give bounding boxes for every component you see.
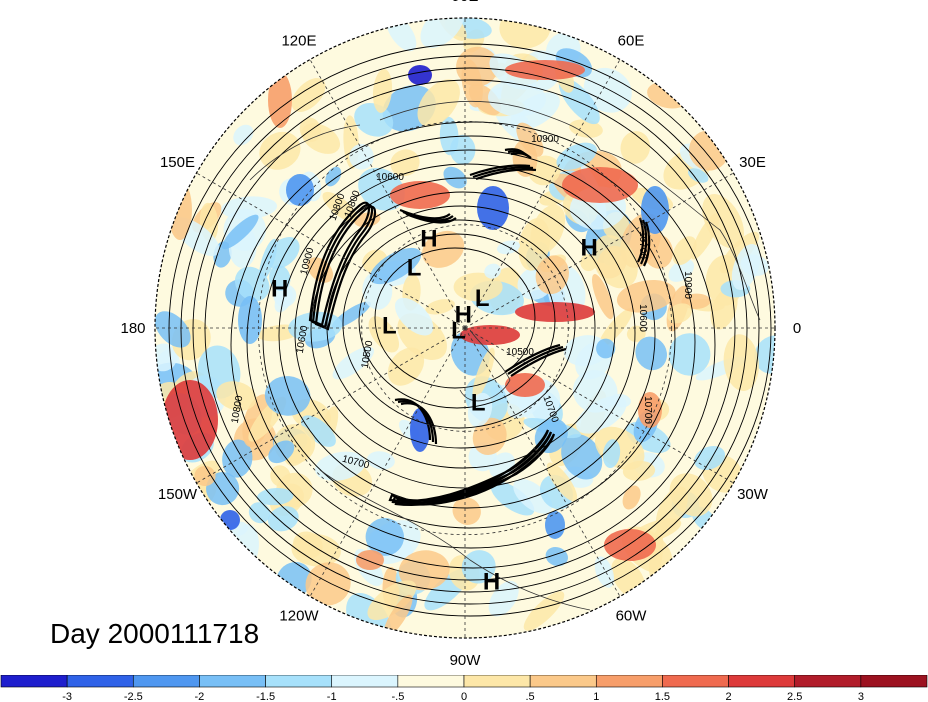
high-pressure-label: H bbox=[455, 301, 472, 328]
low-pressure-label: L bbox=[382, 312, 397, 339]
longitude-label: 150W bbox=[158, 486, 198, 503]
longitude-label: 120E bbox=[281, 33, 316, 50]
longitude-label: 30E bbox=[739, 154, 766, 171]
colorbar-swatch bbox=[662, 675, 729, 688]
colorbar-swatch bbox=[331, 675, 399, 688]
longitude-label: 60E bbox=[618, 33, 645, 50]
colorbar-swatch bbox=[397, 675, 465, 688]
contour-value-label: 10800 bbox=[230, 394, 246, 424]
colorbar-tick-label: 2.5 bbox=[787, 691, 802, 702]
colorbar-tick-label: -.5 bbox=[391, 691, 404, 702]
longitude-label: 0 bbox=[793, 320, 801, 337]
contour-value-label: 10600 bbox=[376, 172, 404, 183]
contour-value-label: 10500 bbox=[506, 347, 534, 358]
coastlines bbox=[249, 100, 761, 611]
contour-value-label: 10700 bbox=[637, 231, 648, 259]
longitude-label: 90E bbox=[452, 0, 479, 5]
colorbar-swatch bbox=[728, 675, 796, 688]
longitude-labels: 90E 60E 30E 0 30W 60W 90W 120W 150W 180 150E 120E bbox=[120, 0, 801, 669]
contour-value-label: 10600 bbox=[295, 324, 311, 354]
colorbar-tick-label: 0 bbox=[461, 691, 467, 702]
contour-value-label: 10500 bbox=[360, 339, 376, 369]
high-pressure-label: H bbox=[483, 569, 500, 596]
colorbar-tick-label: 1.5 bbox=[655, 691, 670, 702]
contour-value-label: 10900 bbox=[682, 271, 693, 299]
longitude-label: 120W bbox=[279, 608, 319, 625]
contour-value-label: 10700 bbox=[642, 396, 653, 424]
longitude-label: 180 bbox=[120, 320, 145, 337]
colorbar-swatch bbox=[595, 675, 663, 688]
high-pressure-label: H bbox=[581, 234, 598, 261]
colorbar-tick-label: -2.5 bbox=[124, 691, 143, 702]
low-pressure-label: L bbox=[471, 390, 486, 417]
longitude-label: 90W bbox=[450, 652, 482, 669]
high-pressure-label: H bbox=[420, 226, 437, 253]
colorbar-swatch bbox=[66, 675, 134, 688]
colorbar-tick-label: 1 bbox=[593, 691, 599, 702]
colorbar-tick-label: -3 bbox=[62, 691, 72, 702]
colorbar-swatch bbox=[860, 675, 928, 688]
contour-value-label: 10900 bbox=[531, 134, 559, 145]
low-pressure-label: L bbox=[451, 317, 466, 344]
contour-value-label: 10600 bbox=[637, 304, 648, 332]
high-pressure-label: H bbox=[271, 276, 288, 303]
height-contours bbox=[168, 43, 772, 617]
longitude-label: 60W bbox=[616, 608, 648, 625]
colorbar-swatch bbox=[794, 675, 862, 688]
low-pressure-label: L bbox=[475, 285, 490, 312]
colorbar-tick-label: -1.5 bbox=[256, 691, 275, 702]
colorbar-swatch bbox=[463, 675, 531, 688]
colorbar-swatch bbox=[0, 675, 68, 688]
colorbar-tick-label: 2 bbox=[726, 691, 732, 702]
colorbar-tick-label: -2 bbox=[195, 691, 205, 702]
low-pressure-label: L bbox=[407, 254, 422, 281]
polar-map: 10900 10800 10600 10500 10700 10900 10600 10700… bbox=[120, 0, 801, 669]
colorbar-swatch bbox=[529, 675, 597, 688]
colorbar-swatch bbox=[132, 675, 200, 688]
map-boundary bbox=[154, 17, 776, 639]
colorbar-swatch bbox=[265, 675, 333, 688]
colorbar: -3 -2.5 -2 -1.5 -1 -.5 0 .5 1 1.5 2 2.5 3 bbox=[0, 675, 928, 702]
graticule bbox=[155, 18, 775, 638]
map-title: Day 2000111718 bbox=[50, 618, 260, 649]
colorbar-tick-label: 3 bbox=[858, 691, 864, 702]
colorbar-swatch bbox=[199, 675, 266, 688]
longitude-label: 30W bbox=[737, 486, 769, 503]
contour-labels: 10900 10800 10600 10500 10700 10900 10600 10700… bbox=[230, 134, 693, 472]
longitude-label: 150E bbox=[160, 154, 195, 171]
colorbar-tick-label: -1 bbox=[327, 691, 337, 702]
colorbar-tick-label: .5 bbox=[526, 691, 535, 702]
